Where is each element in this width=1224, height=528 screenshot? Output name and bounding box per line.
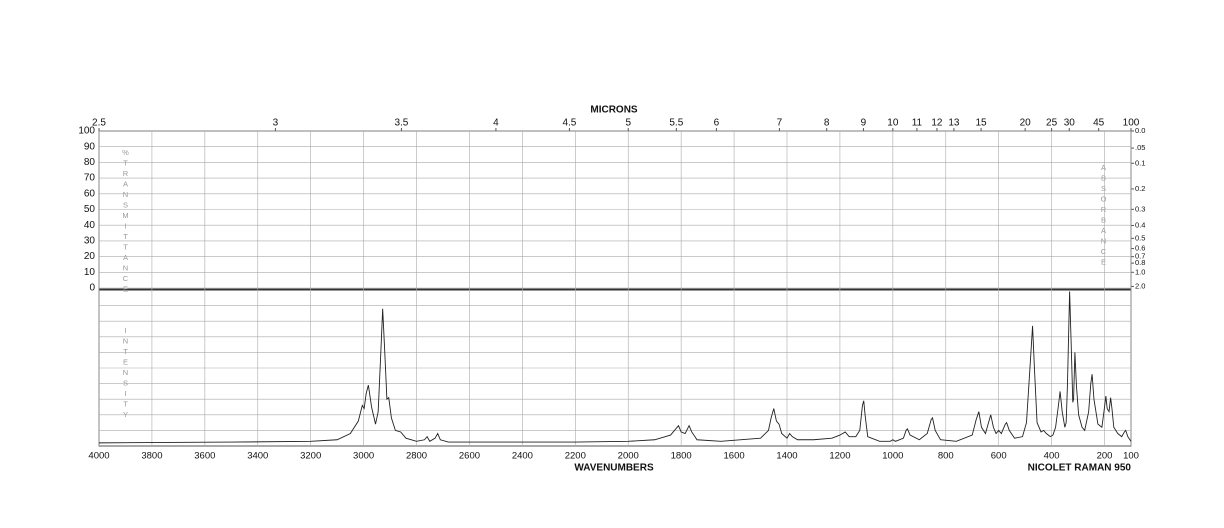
spectrum-line bbox=[98, 291, 1132, 444]
x-tick-label: 1800 bbox=[671, 451, 692, 462]
x-tick-label: 400 bbox=[1044, 451, 1060, 462]
x-tick-label: 4000 bbox=[88, 451, 109, 462]
y2-tick-label: 0.7 bbox=[1135, 252, 1145, 261]
x2-tick-label: 12 bbox=[931, 118, 943, 129]
y2-tick-label: 0.8 bbox=[1135, 258, 1145, 267]
y2-tick-label: 2.0 bbox=[1135, 281, 1145, 290]
y-tick-label: 0 bbox=[89, 283, 95, 294]
y2-tick-label: .05 bbox=[1135, 143, 1145, 152]
x-tick-label: 1200 bbox=[829, 451, 850, 462]
y-tick-label: 30 bbox=[84, 236, 96, 247]
top-axis-title: MICRONS bbox=[590, 105, 638, 116]
transmittance-label: %TRANSMITTANCE bbox=[121, 148, 130, 295]
x2-tick-label: 9 bbox=[861, 118, 867, 129]
y2-tick-label: 0.3 bbox=[1135, 204, 1145, 213]
x-tick-label: 3200 bbox=[300, 451, 321, 462]
instrument-label: NICOLET RAMAN 950 bbox=[1028, 463, 1132, 474]
x2-tick-label: 10 bbox=[887, 118, 899, 129]
x-tick-label: 2200 bbox=[565, 451, 586, 462]
y-tick-label: 10 bbox=[84, 267, 96, 278]
x-tick-label: 1400 bbox=[776, 451, 797, 462]
x2-tick-label: 25 bbox=[1046, 118, 1058, 129]
absorbance-label: ABSORBANCE bbox=[1099, 163, 1108, 268]
x-tick-label: 2400 bbox=[512, 451, 533, 462]
x-tick-label: 1600 bbox=[724, 451, 745, 462]
x-tick-label: 2600 bbox=[459, 451, 480, 462]
x-tick-label: 100 bbox=[1123, 451, 1139, 462]
y2-tick-label: 0.0 bbox=[1135, 126, 1145, 135]
y2-tick-label: 0.2 bbox=[1135, 184, 1145, 193]
x-tick-label: 3400 bbox=[247, 451, 268, 462]
y-tick-label: 60 bbox=[84, 188, 96, 199]
y-tick-label: 50 bbox=[84, 204, 96, 215]
x2-tick-label: 5 bbox=[625, 118, 631, 129]
x2-tick-label: 15 bbox=[975, 118, 987, 129]
x2-tick-label: 13 bbox=[948, 118, 960, 129]
x-tick-label: 800 bbox=[938, 451, 954, 462]
x2-tick-label: 6 bbox=[714, 118, 720, 129]
x-tick-label: 3600 bbox=[194, 451, 215, 462]
x2-tick-label: 3.5 bbox=[394, 118, 408, 129]
x2-tick-label: 5.5 bbox=[669, 118, 683, 129]
x2-tick-label: 8 bbox=[824, 118, 830, 129]
x-tick-label: 600 bbox=[991, 451, 1007, 462]
y2-tick-label: 0.6 bbox=[1135, 244, 1145, 253]
y-tick-label: 80 bbox=[84, 157, 96, 168]
x2-tick-label: 30 bbox=[1064, 118, 1076, 129]
y-tick-label: 20 bbox=[84, 251, 96, 262]
x2-tick-label: 45 bbox=[1093, 118, 1105, 129]
y2-tick-label: 0.4 bbox=[1135, 220, 1145, 229]
x2-tick-label: 2.5 bbox=[92, 118, 106, 129]
x2-tick-label: 11 bbox=[912, 118, 923, 129]
y-tick-label: 70 bbox=[84, 173, 96, 184]
x-axis-title: WAVENUMBERS bbox=[574, 463, 654, 474]
x2-tick-label: 7 bbox=[777, 118, 783, 129]
x2-tick-label: 20 bbox=[1020, 118, 1032, 129]
x-tick-label: 3000 bbox=[353, 451, 374, 462]
y2-tick-label: 1.0 bbox=[1135, 267, 1145, 276]
x-tick-label: 2800 bbox=[406, 451, 427, 462]
x2-tick-label: 100 bbox=[1123, 118, 1140, 129]
x-tick-label: 1000 bbox=[882, 451, 903, 462]
x-tick-label: 2000 bbox=[618, 451, 639, 462]
intensity-label: INTENSITY bbox=[121, 326, 130, 421]
y2-tick-label: 0.5 bbox=[1135, 233, 1145, 242]
y2-tick-label: 0.1 bbox=[1135, 158, 1145, 167]
x-tick-label: 3800 bbox=[141, 451, 162, 462]
x-tick-label: 200 bbox=[1097, 451, 1113, 462]
x2-tick-label: 4 bbox=[493, 118, 499, 129]
x2-tick-label: 4.5 bbox=[562, 118, 576, 129]
y-tick-label: 90 bbox=[84, 141, 96, 152]
y-tick-label: 40 bbox=[84, 220, 96, 231]
x2-tick-label: 3 bbox=[273, 118, 279, 129]
y-tick-label: 100 bbox=[78, 126, 95, 137]
